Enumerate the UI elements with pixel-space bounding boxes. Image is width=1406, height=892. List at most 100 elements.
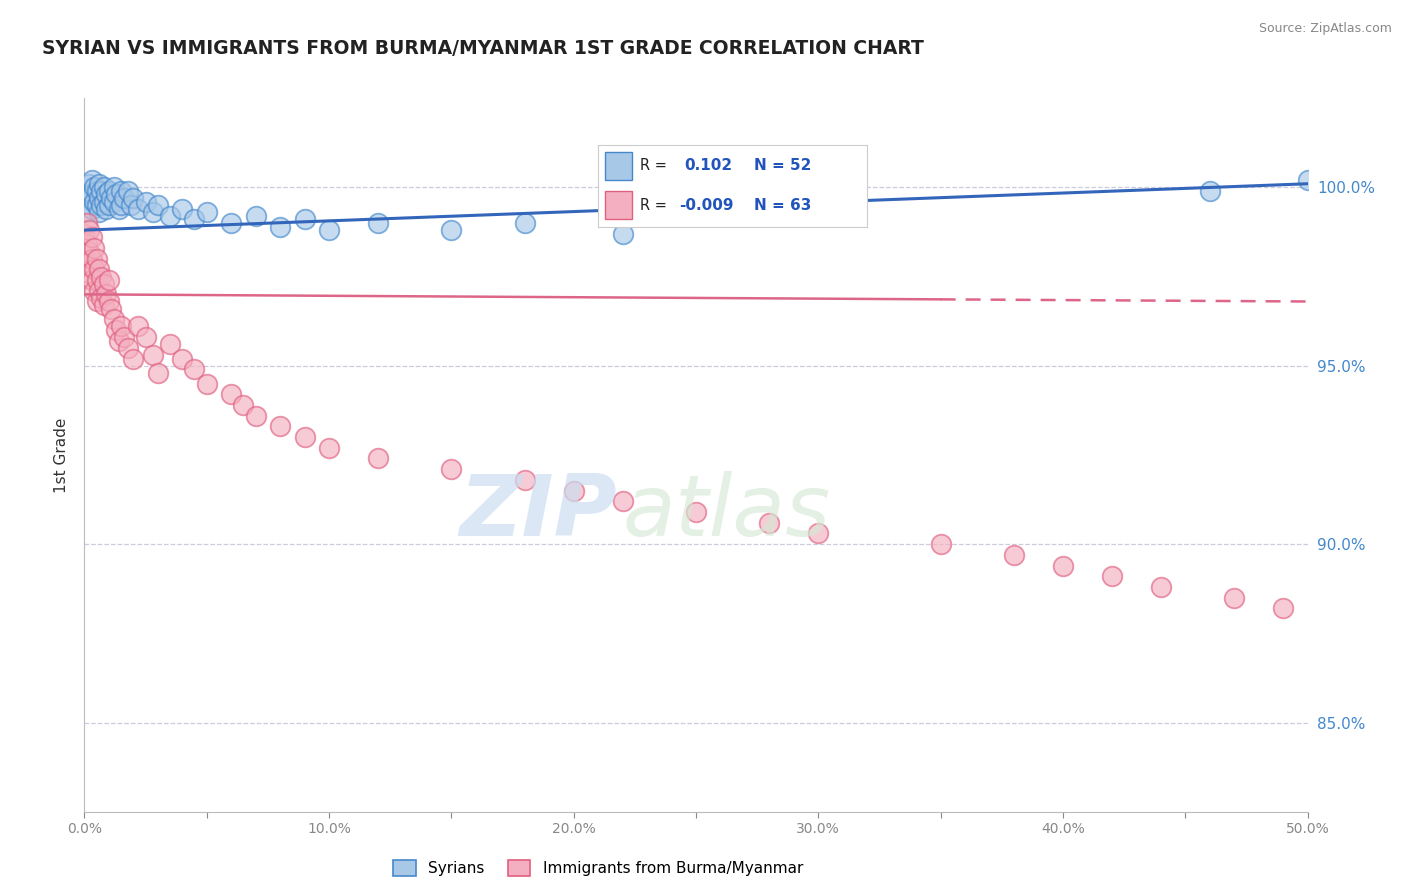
Point xyxy=(142,205,165,219)
Point xyxy=(294,212,316,227)
Point xyxy=(87,284,110,298)
Point xyxy=(83,284,105,298)
Point xyxy=(318,223,340,237)
Point xyxy=(86,273,108,287)
Point xyxy=(77,177,100,191)
Point xyxy=(929,537,952,551)
Point xyxy=(117,184,139,198)
Point xyxy=(76,216,98,230)
Point xyxy=(318,441,340,455)
Point xyxy=(1296,173,1319,187)
Point xyxy=(172,202,194,216)
Point xyxy=(83,241,105,255)
Point xyxy=(107,202,129,216)
Point xyxy=(77,191,100,205)
Point xyxy=(93,298,115,312)
Point xyxy=(1002,548,1025,562)
Point xyxy=(103,194,125,209)
Point xyxy=(195,205,218,219)
Point xyxy=(97,184,120,198)
Text: atlas: atlas xyxy=(623,470,831,554)
Point xyxy=(758,516,780,530)
Point xyxy=(612,227,634,241)
Point xyxy=(76,237,98,252)
Point xyxy=(127,319,149,334)
Point xyxy=(122,191,145,205)
Point xyxy=(86,198,108,212)
Point xyxy=(80,187,103,202)
Point xyxy=(90,269,112,284)
Text: -0.009: -0.009 xyxy=(679,198,734,212)
Point xyxy=(183,362,205,376)
Point xyxy=(77,223,100,237)
Point xyxy=(112,191,135,205)
Point xyxy=(159,209,181,223)
Point xyxy=(1198,184,1220,198)
Point xyxy=(245,409,267,423)
Point xyxy=(83,262,105,277)
Point xyxy=(100,301,122,316)
Point xyxy=(83,180,105,194)
Point xyxy=(76,205,98,219)
Point xyxy=(96,287,118,301)
Point xyxy=(73,227,96,241)
Point xyxy=(183,212,205,227)
Point xyxy=(294,430,316,444)
Point xyxy=(440,462,463,476)
Point xyxy=(120,198,142,212)
Point xyxy=(86,252,108,266)
Point xyxy=(269,219,291,234)
Point xyxy=(1150,580,1173,594)
Y-axis label: 1st Grade: 1st Grade xyxy=(53,417,69,492)
Point xyxy=(90,184,112,198)
Point xyxy=(367,451,389,466)
Point xyxy=(367,216,389,230)
Point xyxy=(93,180,115,194)
Point xyxy=(127,202,149,216)
Point xyxy=(90,291,112,305)
Point xyxy=(110,184,132,198)
Point xyxy=(93,194,115,209)
Point xyxy=(80,202,103,216)
Text: SYRIAN VS IMMIGRANTS FROM BURMA/MYANMAR 1ST GRADE CORRELATION CHART: SYRIAN VS IMMIGRANTS FROM BURMA/MYANMAR … xyxy=(42,39,924,58)
Point xyxy=(80,252,103,266)
Bar xyxy=(605,152,631,180)
Point xyxy=(87,191,110,205)
Point xyxy=(110,198,132,212)
Point xyxy=(103,312,125,326)
Point xyxy=(90,198,112,212)
Point xyxy=(100,191,122,205)
Text: 0.102: 0.102 xyxy=(685,159,733,173)
Point xyxy=(135,194,157,209)
Text: R =: R = xyxy=(640,198,666,212)
Text: ZIP: ZIP xyxy=(458,470,616,554)
Point xyxy=(562,483,585,498)
Point xyxy=(87,205,110,219)
Legend: Syrians, Immigrants from Burma/Myanmar: Syrians, Immigrants from Burma/Myanmar xyxy=(387,855,810,882)
Text: N = 52: N = 52 xyxy=(754,159,811,173)
Point xyxy=(76,187,98,202)
Point xyxy=(87,262,110,277)
Point xyxy=(146,198,169,212)
Point xyxy=(159,337,181,351)
Point xyxy=(93,277,115,291)
Point xyxy=(112,330,135,344)
Point xyxy=(269,419,291,434)
Point xyxy=(685,505,707,519)
Point xyxy=(219,216,242,230)
Point xyxy=(103,180,125,194)
Point xyxy=(146,366,169,380)
Text: R =: R = xyxy=(640,159,666,173)
Point xyxy=(1052,558,1074,573)
Point xyxy=(73,248,96,262)
Point xyxy=(105,323,128,337)
Point xyxy=(135,330,157,344)
Point xyxy=(612,494,634,508)
Bar xyxy=(605,191,631,219)
Text: Source: ZipAtlas.com: Source: ZipAtlas.com xyxy=(1258,22,1392,36)
Point xyxy=(97,273,120,287)
Point xyxy=(97,198,120,212)
Point xyxy=(87,177,110,191)
Point xyxy=(96,202,118,216)
Point xyxy=(76,259,98,273)
